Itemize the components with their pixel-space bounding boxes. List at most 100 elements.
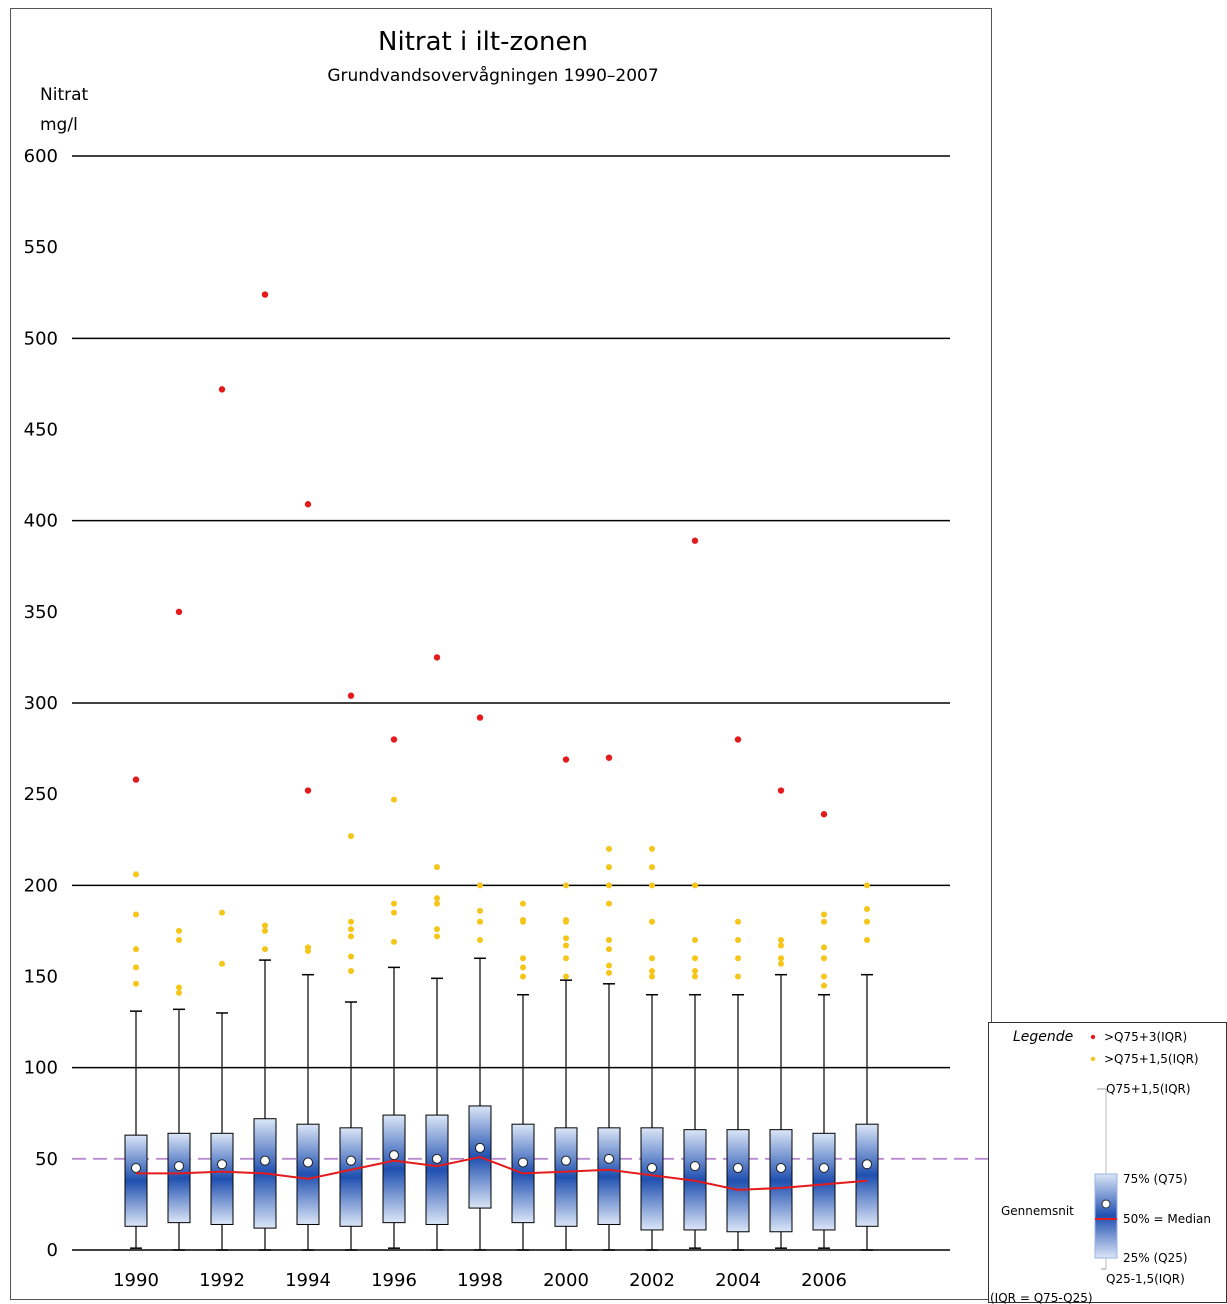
outlier-1990-1 <box>133 964 139 971</box>
outlier-1991-0 <box>176 989 182 996</box>
mean-marker-2002 <box>647 1162 657 1173</box>
outlier-1998-1 <box>477 918 483 925</box>
nitrate-box-plot: Nitrat i ilt-zonen Grundvandsovervågning… <box>24 27 990 1291</box>
mean-marker-1999 <box>518 1157 528 1168</box>
outlier-2005-1 <box>778 955 784 962</box>
outlier-2003-1 <box>692 968 698 975</box>
extreme-outlier-1996-0 <box>390 736 398 743</box>
outlier-2000-2 <box>563 942 569 949</box>
legend-median-label: 50% = Median <box>1123 1212 1211 1226</box>
legend-outlier-label: >Q75+1,5(IQR) <box>1104 1052 1199 1066</box>
outlier-1999-0 <box>520 973 526 980</box>
x-tick-label-1996: 1996 <box>371 1270 417 1291</box>
outlier-1990-0 <box>133 980 139 987</box>
extreme-outlier-2006-0 <box>820 811 828 818</box>
box-2003 <box>683 993 707 1249</box>
mean-marker-1998 <box>475 1142 485 1153</box>
legend-q75-label: 75% (Q75) <box>1123 1172 1188 1186</box>
outlier-2005-3 <box>778 937 784 944</box>
box-1995 <box>339 1001 363 1251</box>
legend-graphic: Legende >Q75+3(IQR) >Q75+1,5(IQR) Q75+1,… <box>990 1029 1211 1304</box>
mean-marker-2000 <box>561 1155 571 1166</box>
outlier-2005-2 <box>778 942 784 949</box>
extreme-outlier-1991-0 <box>175 608 183 616</box>
iqr-box-1996 <box>382 1114 406 1224</box>
outlier-2002-2 <box>649 955 655 962</box>
outlier-2001-2 <box>606 946 612 953</box>
outlier-2007-0 <box>864 937 870 944</box>
legend-iqr-note: (IQR = Q75-Q25) <box>990 1291 1093 1304</box>
outlier-1998-0 <box>477 937 483 944</box>
mean-marker-1994 <box>303 1157 313 1168</box>
box-1990 <box>124 1010 148 1249</box>
extreme-outlier-1994-0 <box>304 787 312 794</box>
outlier-1990-4 <box>133 871 139 878</box>
x-tick-label-1990: 1990 <box>113 1270 159 1291</box>
grid-lines <box>72 155 990 1251</box>
outlier-2002-0 <box>649 973 655 980</box>
outlier-1991-3 <box>176 927 182 934</box>
y-tick-label-0: 0 <box>47 1240 58 1261</box>
outlier-2000-1 <box>563 955 569 962</box>
outlier-2003-2 <box>692 955 698 962</box>
outlier-1996-2 <box>391 900 397 907</box>
median-trend-line <box>136 1155 868 1191</box>
legend-q25-label: 25% (Q25) <box>1123 1251 1188 1265</box>
outlier-1997-0 <box>434 933 440 940</box>
outlier-1999-2 <box>520 955 526 962</box>
extreme-outlier-1993-0 <box>261 291 269 298</box>
outlier-1990-3 <box>133 911 139 918</box>
y-tick-label-450: 450 <box>24 420 58 441</box>
outlier-1997-4 <box>434 864 440 871</box>
mean-marker-2003 <box>690 1161 700 1172</box>
mean-marker-1997 <box>432 1153 442 1164</box>
iqr-box-2001 <box>597 1127 621 1225</box>
outlier-2002-1 <box>649 968 655 975</box>
x-tick-label-2004: 2004 <box>715 1270 761 1291</box>
box-2006 <box>812 993 836 1249</box>
extreme-outlier-1992-0 <box>218 386 226 393</box>
outlier-2001-4 <box>606 900 612 907</box>
outlier-2004-2 <box>735 937 741 944</box>
mean-marker-1990 <box>131 1162 141 1173</box>
y-tick-label-350: 350 <box>24 602 58 623</box>
outlier-1995-2 <box>348 933 354 940</box>
outlier-2002-3 <box>649 918 655 925</box>
boxes <box>124 957 879 1251</box>
outlier-2007-3 <box>864 882 870 889</box>
box-2004 <box>726 993 750 1251</box>
y-tick-label-150: 150 <box>24 967 58 988</box>
outlier-1993-2 <box>262 922 268 929</box>
outlier-2001-3 <box>606 937 612 944</box>
y-tick-labels: 0 50 100 150 200 250 300 350 400 450 500 550 600 <box>24 146 58 1261</box>
mean-marker-1993 <box>260 1155 270 1166</box>
extreme-outlier-1995-0 <box>347 692 355 699</box>
iqr-box-1991 <box>167 1132 191 1224</box>
outlier-2006-4 <box>821 918 827 925</box>
y-tick-label-500: 500 <box>24 328 58 349</box>
outlier-1991-2 <box>176 937 182 944</box>
outlier-1996-1 <box>391 909 397 916</box>
outlier-1997-1 <box>434 926 440 933</box>
extreme-outlier-1990-0 <box>132 776 140 783</box>
iqr-box-2007 <box>855 1123 879 1227</box>
outlier-1995-5 <box>348 833 354 840</box>
outlier-1999-4 <box>520 916 526 923</box>
x-tick-label-2002: 2002 <box>629 1270 675 1291</box>
legend-outlier-marker <box>1090 1056 1096 1062</box>
y-axis-label-line1: Nitrat <box>40 85 89 105</box>
outlier-1995-3 <box>348 926 354 933</box>
outlier-2001-5 <box>606 882 612 889</box>
box-2000 <box>554 979 578 1251</box>
box-1994 <box>296 973 320 1251</box>
mean-marker-2005 <box>776 1162 786 1173</box>
legend-box <box>1094 1173 1118 1259</box>
y-tick-label-600: 600 <box>24 146 58 167</box>
outlier-2006-5 <box>821 911 827 918</box>
outlier-2007-2 <box>864 906 870 913</box>
outlier-1995-1 <box>348 953 354 960</box>
mean-marker-2001 <box>604 1153 614 1164</box>
outlier-2007-1 <box>864 918 870 925</box>
extreme-outlier-2001-0 <box>605 754 613 761</box>
legend: Legende >Q75+3(IQR) >Q75+1,5(IQR) Q75+1,… <box>988 1022 1227 1304</box>
